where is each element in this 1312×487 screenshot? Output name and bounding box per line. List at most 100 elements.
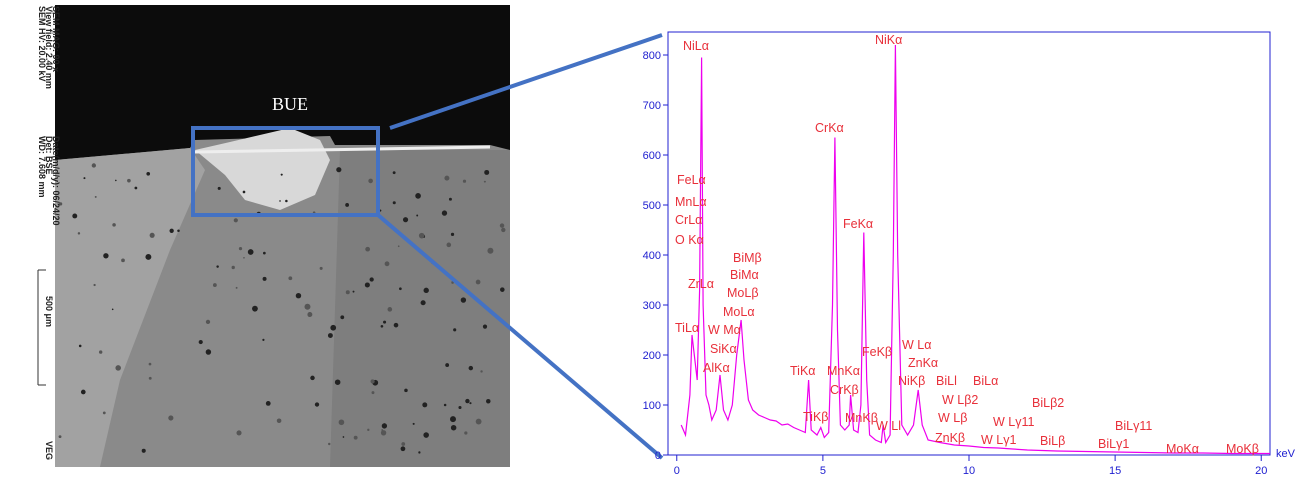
pore bbox=[242, 190, 246, 194]
pore bbox=[416, 214, 419, 217]
pore bbox=[460, 297, 467, 303]
pore bbox=[448, 197, 452, 201]
pore bbox=[262, 276, 267, 281]
pore bbox=[383, 320, 387, 324]
pore bbox=[328, 442, 331, 446]
pore bbox=[392, 201, 396, 205]
peak-label: MoKα bbox=[1166, 442, 1199, 456]
pore bbox=[501, 227, 506, 233]
pore bbox=[369, 277, 374, 282]
info-line: WD: 7.608 mm bbox=[37, 136, 47, 198]
peak-label: MnLα bbox=[675, 195, 707, 209]
pore bbox=[102, 411, 106, 415]
pore bbox=[252, 305, 258, 312]
peak-label: W Lβ bbox=[938, 411, 967, 425]
y-tick-label: 700 bbox=[643, 100, 661, 112]
y-tick-label: 400 bbox=[643, 250, 661, 262]
y-tick-label: 800 bbox=[643, 50, 661, 62]
pore bbox=[265, 401, 271, 406]
peak-label: O Kα bbox=[675, 233, 704, 247]
peak-label: MoLα bbox=[723, 305, 755, 319]
peak-label: AlKα bbox=[703, 361, 730, 375]
pore bbox=[145, 253, 152, 260]
pore bbox=[112, 223, 116, 227]
peak-label: CrKβ bbox=[830, 383, 859, 397]
bue-chip bbox=[195, 128, 330, 210]
peak-label: ZnKβ bbox=[935, 431, 965, 445]
pore bbox=[280, 173, 283, 176]
y-tick-label: 100 bbox=[643, 400, 661, 412]
peak-label: W Ll bbox=[876, 419, 901, 433]
pore bbox=[168, 415, 174, 421]
pore bbox=[235, 286, 238, 289]
info-line: SEM MAG: 90 x bbox=[51, 6, 61, 72]
zoom-line bbox=[376, 213, 664, 460]
pore bbox=[381, 423, 388, 429]
pore bbox=[262, 338, 265, 342]
pore bbox=[387, 307, 393, 312]
pore bbox=[295, 292, 302, 299]
pore bbox=[319, 266, 323, 270]
pore bbox=[238, 247, 243, 251]
pore bbox=[482, 324, 488, 329]
info-line: Date(m/d/y): 06/24/20 bbox=[51, 136, 61, 226]
pore bbox=[384, 261, 390, 267]
pore bbox=[500, 287, 505, 292]
pore bbox=[217, 186, 221, 190]
plot-frame bbox=[667, 31, 1271, 456]
peak-label: FeKα bbox=[843, 217, 873, 231]
pore bbox=[276, 418, 282, 424]
pore bbox=[345, 290, 350, 295]
pore bbox=[364, 282, 370, 288]
y-tick-label: 300 bbox=[643, 300, 661, 312]
peak-label: NiLα bbox=[683, 39, 709, 53]
peak-label: MoLβ bbox=[727, 286, 759, 300]
peak-label: FeLα bbox=[677, 173, 706, 187]
pore bbox=[418, 232, 425, 239]
pore bbox=[392, 171, 396, 175]
pore bbox=[247, 249, 254, 255]
pore bbox=[450, 232, 455, 236]
pore bbox=[336, 167, 342, 173]
pore bbox=[499, 223, 505, 228]
info-text: SEM HV: 20.00 kV View field: 2.40 mm SEM… bbox=[37, 6, 61, 460]
pore bbox=[365, 246, 371, 252]
pore bbox=[340, 315, 345, 320]
pore bbox=[314, 402, 320, 407]
peak-label: BiLβ bbox=[1040, 434, 1065, 448]
pore bbox=[446, 242, 452, 248]
x-tick-label: 0 bbox=[674, 465, 680, 477]
peak-label: BiLα bbox=[973, 374, 998, 388]
pore bbox=[401, 442, 406, 446]
pore bbox=[399, 287, 402, 291]
brand: VEG bbox=[44, 441, 54, 460]
pore bbox=[462, 179, 467, 183]
pore bbox=[475, 279, 481, 285]
pore bbox=[412, 422, 415, 425]
y-tick-label: 0 bbox=[655, 450, 661, 462]
peak-label: NiKβ bbox=[898, 374, 925, 388]
x-axis-label: keV bbox=[1276, 448, 1296, 460]
pore bbox=[288, 276, 293, 281]
peak-label: CrLα bbox=[675, 213, 702, 227]
pore bbox=[177, 229, 180, 232]
pore bbox=[115, 365, 121, 371]
pore bbox=[486, 399, 491, 404]
pore bbox=[367, 428, 370, 432]
pore bbox=[345, 203, 350, 207]
pore bbox=[450, 416, 456, 423]
pore bbox=[368, 178, 373, 184]
pore bbox=[93, 283, 96, 287]
pore bbox=[127, 178, 131, 183]
pore bbox=[415, 193, 421, 199]
pore bbox=[58, 435, 62, 439]
plot: 0 100 200 300 400 500 600 700 800 0 5 10 15 20 keV NiLα… bbox=[643, 33, 1296, 477]
pore bbox=[404, 388, 408, 393]
pore bbox=[91, 163, 96, 168]
pore bbox=[464, 431, 468, 435]
spectrum-line bbox=[680, 44, 1270, 455]
pore bbox=[279, 200, 281, 202]
peak-label: CrKα bbox=[815, 121, 844, 135]
x-tick-label: 10 bbox=[963, 465, 975, 477]
